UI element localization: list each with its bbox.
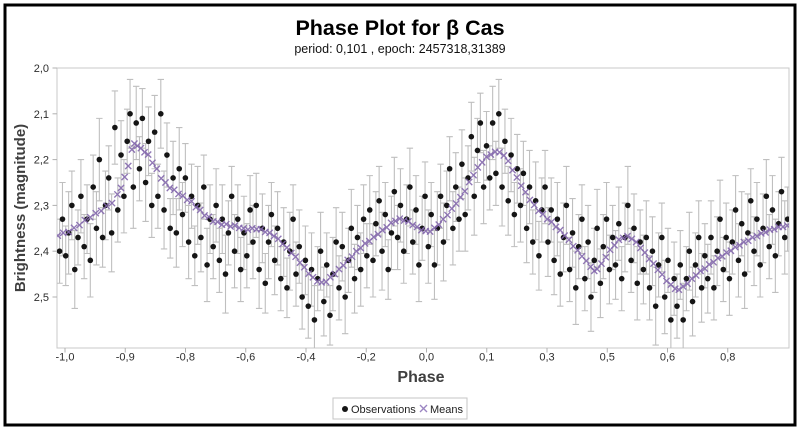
y-axis-title: Brightness (magnitude) bbox=[12, 124, 29, 292]
svg-text:0,1: 0,1 bbox=[479, 352, 494, 364]
legend-means-label: Means bbox=[430, 404, 464, 416]
observations-layer bbox=[57, 111, 789, 323]
svg-text:-1,0: -1,0 bbox=[56, 352, 75, 364]
svg-text:2,2: 2,2 bbox=[34, 155, 49, 167]
svg-text:-0,6: -0,6 bbox=[236, 352, 255, 364]
legend-observations-label: Observations bbox=[351, 404, 416, 416]
svg-text:0,6: 0,6 bbox=[660, 352, 675, 364]
legend: Observations Means bbox=[332, 397, 468, 420]
legend-observations-marker-icon bbox=[342, 406, 348, 412]
svg-text:-0,8: -0,8 bbox=[176, 352, 195, 364]
svg-text:0,5: 0,5 bbox=[600, 352, 615, 364]
svg-text:2,4: 2,4 bbox=[34, 246, 49, 258]
chart-title: Phase Plot for β Cas bbox=[295, 16, 504, 40]
chart-subtitle: period: 0,101 , epoch: 2457318,31389 bbox=[294, 42, 505, 56]
svg-text:0,8: 0,8 bbox=[720, 352, 735, 364]
svg-text:2,5: 2,5 bbox=[34, 292, 49, 304]
svg-text:-0,4: -0,4 bbox=[297, 352, 316, 364]
svg-text:0,0: 0,0 bbox=[419, 352, 434, 364]
svg-text:0,3: 0,3 bbox=[539, 352, 554, 364]
legend-box bbox=[332, 397, 468, 420]
y-axis-ticks: 2,0 2,1 2,2 2,3 2,4 2,5 bbox=[34, 63, 57, 304]
svg-text:2,3: 2,3 bbox=[34, 200, 49, 212]
legend-means-marker-icon bbox=[419, 404, 428, 413]
svg-text:-0,9: -0,9 bbox=[116, 352, 135, 364]
svg-text:2,1: 2,1 bbox=[34, 109, 49, 121]
x-axis-title: Phase bbox=[397, 369, 444, 386]
means-layer bbox=[57, 139, 789, 294]
svg-text:2,0: 2,0 bbox=[34, 63, 49, 75]
x-axis-ticks: -1,0 -0,9 -0,8 -0,6 -0,4 -0,2 0,0 0,1 0,3 0,5 0,6 0… bbox=[56, 348, 735, 364]
svg-text:-0,2: -0,2 bbox=[357, 352, 376, 364]
